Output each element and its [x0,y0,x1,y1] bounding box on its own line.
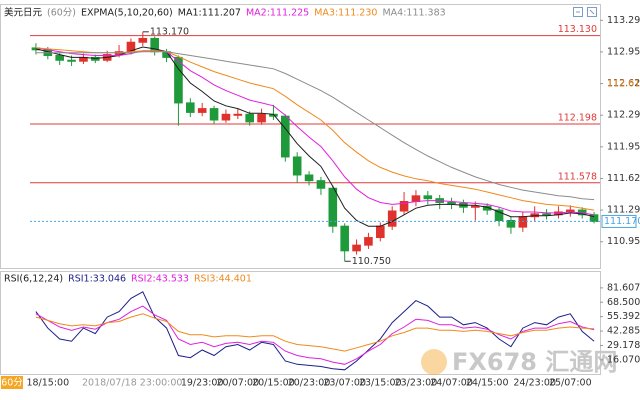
candle-body [328,187,338,227]
rsi-panel-frame [0,271,601,375]
x-tick-label: 23/07:00 [323,378,366,389]
candle-body [197,108,207,113]
y-tick-label: 112.290 [607,110,640,121]
candle-body [542,213,551,216]
candle-body [304,174,314,182]
candle-body [233,113,243,116]
candle-body [399,201,409,212]
candle-body [494,209,504,221]
candle-body [257,113,266,123]
watermark: FX678 汇通网 [452,348,617,376]
watermark-logo [421,349,447,375]
legend-entry: MA4:111.383 [382,8,445,19]
current-price-label: 111.170 [604,216,640,227]
candle-body [174,56,183,104]
y-tick-label: 113.291 [607,15,640,26]
y-tick-label: 29.178 [607,340,640,351]
x-tick-label: 18/15:00 [26,378,69,389]
candle-body [387,210,397,227]
candle-body [471,205,480,208]
x-tick-label: 23/15:00 [359,378,402,389]
current-price-box [601,214,637,228]
series-line [35,47,595,211]
y-tick-label: 16.070 [607,354,640,365]
x-tick-label: 24/15:00 [466,378,509,389]
candle-body [55,55,64,61]
candle-body [221,113,231,121]
y-tick-label: 111.957 [607,141,640,152]
candle-body [67,59,76,62]
candle-body [292,156,302,176]
x-tick-label: 23/23:00 [395,378,438,389]
series-line [35,313,595,352]
y-tick-label: 111.290 [607,205,640,216]
candle-body [281,115,290,158]
y-tick-label: 55.392 [607,311,640,322]
y-tick-label: 42.285 [607,326,640,337]
period-badge[interactable] [1,376,23,389]
series-line [35,305,595,365]
legend-subtitle: (60分) [47,8,76,19]
candle-body [376,225,385,239]
y-tick-label: 111.623 [607,173,640,184]
candle-body [423,195,433,200]
price-level-label: 113.130 [558,24,597,35]
legend-title: 美元日元 [4,7,43,19]
x-tick-label: 19/23:00 [181,378,224,389]
x-tick-label: 20/23:00 [288,378,331,389]
candle-body [352,244,361,252]
series-line [35,51,595,201]
high-label: 113.170 [150,26,189,37]
y-tick-label: 81.607 [607,282,640,293]
icon-glyph [589,9,595,15]
candle-body [411,195,421,203]
x-tick-label: 20/15:00 [252,378,295,389]
price-level-label: 111.578 [558,171,597,182]
period-label[interactable]: 60分 [1,378,23,389]
low-label: 110.750 [352,256,391,267]
x-tick-label: 24/23:00 [513,378,556,389]
candle-body [447,201,456,204]
candle-body [482,205,492,211]
legend-entry: RSI3:44.401 [194,274,252,285]
legend-entry: MA2:111.225 [246,8,309,19]
y-tick-label: 110.956 [607,236,640,247]
y-tick-label: 68.500 [607,297,640,308]
candle-body [364,237,373,246]
toolbar-icons[interactable] [573,7,597,17]
price-panel-frame [0,4,601,269]
candle-body [245,113,254,123]
legend-title: RSI(6,12,24) [4,274,63,285]
x-tick-label: 25/07:00 [549,378,592,389]
series-line [35,47,595,216]
legend-entry: RSI1:33.046 [68,274,126,285]
legend-indicator: EXPMA(5,10,20,60) [81,8,173,19]
cursor-time: 2018/07/18 23:00:00 [82,378,182,389]
candle-body [340,225,349,252]
y-tick-label: 112.624 [607,78,640,89]
candle-body [209,108,219,121]
series-line [35,46,595,227]
legend-entry: MA3:111.230 [314,8,377,19]
candle-body [506,219,516,228]
x-tick-label: 24/07:00 [430,378,473,389]
candle-body [138,37,148,43]
series-line [35,291,595,371]
candle-body [186,102,195,113]
x-tick-label: 20/07:00 [216,378,259,389]
legend-entry: MA1:111.207 [178,8,241,19]
axis-marker: 112.617 [607,79,640,90]
legend-entry: RSI2:43.533 [131,274,189,285]
price-level-label: 112.198 [558,112,597,123]
y-tick-label: 112.958 [607,46,640,57]
candle-body [316,180,326,189]
